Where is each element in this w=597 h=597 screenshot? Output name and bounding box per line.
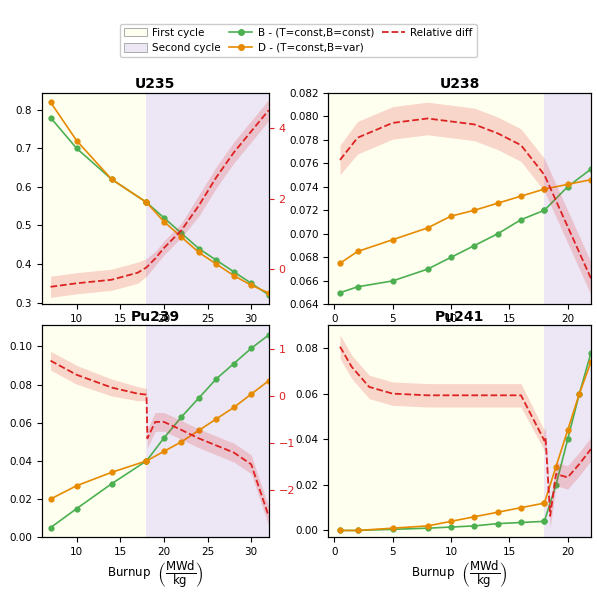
Bar <box>146 93 269 304</box>
Title: Pu241: Pu241 <box>435 310 484 324</box>
Bar <box>42 93 146 304</box>
Legend: First cycle, Second cycle, B - (T=const,B=const), D - (T=const,B=var), Relative : First cycle, Second cycle, B - (T=const,… <box>120 23 477 57</box>
Bar <box>146 325 269 537</box>
Bar <box>42 325 146 537</box>
Bar <box>544 93 591 304</box>
Bar <box>544 325 591 537</box>
Title: U235: U235 <box>135 78 176 91</box>
X-axis label: Burnup  $\left(\dfrac{\mathrm{MWd}}{\mathrm{kg}}\right)$: Burnup $\left(\dfrac{\mathrm{MWd}}{\math… <box>411 560 508 590</box>
Bar <box>328 93 544 304</box>
Bar <box>328 325 544 537</box>
Title: U238: U238 <box>439 78 480 91</box>
X-axis label: Burnup  $\left(\dfrac{\mathrm{MWd}}{\mathrm{kg}}\right)$: Burnup $\left(\dfrac{\mathrm{MWd}}{\math… <box>107 560 204 590</box>
Title: Pu239: Pu239 <box>131 310 180 324</box>
